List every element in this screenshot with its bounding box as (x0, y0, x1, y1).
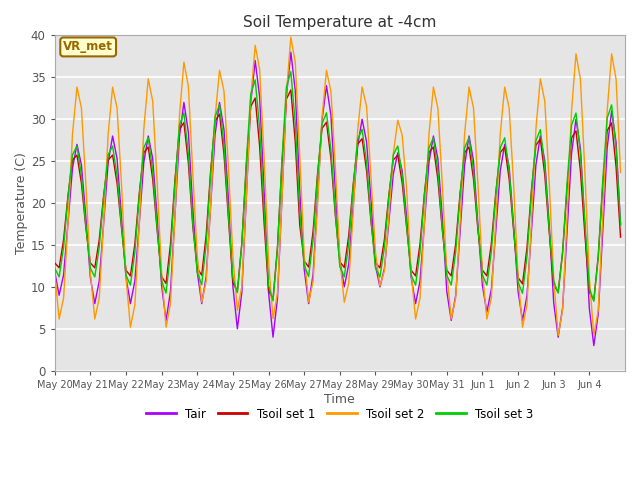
X-axis label: Time: Time (324, 393, 355, 406)
Legend: Tair, Tsoil set 1, Tsoil set 2, Tsoil set 3: Tair, Tsoil set 1, Tsoil set 2, Tsoil se… (141, 403, 538, 425)
Y-axis label: Temperature (C): Temperature (C) (15, 152, 28, 254)
Text: VR_met: VR_met (63, 40, 113, 53)
Title: Soil Temperature at -4cm: Soil Temperature at -4cm (243, 15, 436, 30)
